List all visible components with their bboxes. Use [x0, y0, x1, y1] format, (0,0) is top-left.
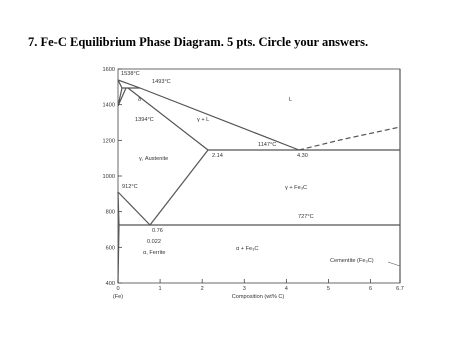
diagram-label: 1147°C	[258, 142, 276, 148]
y-tick-label: 1600	[103, 67, 115, 73]
x-tick-label: 5	[327, 286, 330, 292]
y-tick-label: 1000	[103, 174, 115, 180]
diagram-label: Cementite (Fe₃C)	[330, 258, 374, 264]
diagram-label: 0.022	[147, 239, 161, 245]
phase-diagram	[117, 68, 401, 284]
diagram-label: L	[289, 97, 292, 103]
x-tick-label: 6.7	[396, 286, 404, 292]
x-tick-label: 0	[116, 286, 119, 292]
liquidus	[117, 79, 300, 151]
liquidus-dashed	[298, 126, 401, 151]
question: 7. Fe-C Equilibrium Phase Diagram. 5 pts…	[28, 35, 368, 49]
y-tick-label: 800	[106, 210, 115, 216]
diagram-label: 1394°C	[135, 117, 154, 123]
diagram-label: δ	[138, 97, 141, 103]
diagram-label: 2.14	[212, 153, 223, 159]
diagram-label: 1538°C	[121, 71, 140, 77]
diagram-label: γ + Fe₃C	[285, 185, 307, 191]
delta-boundary	[117, 87, 127, 107]
diagram-label: α, Ferrite	[143, 250, 166, 256]
diagram-label: γ + L	[197, 117, 209, 123]
acm-line	[149, 149, 209, 226]
x-tick-label: 6	[369, 286, 372, 292]
y-tick-label: 600	[106, 245, 115, 251]
x-tick-label: 3	[243, 286, 246, 292]
diagram-label: 912°C	[122, 184, 138, 190]
x-tick-label: 2	[201, 286, 204, 292]
x-axis-label: Composition (wt% C)	[232, 294, 285, 300]
diagram-label: 0.76	[152, 228, 163, 234]
diagram-label: γ, Austenite	[139, 156, 168, 162]
y-tick-label: 1400	[103, 103, 115, 109]
x-tick-label: 1	[159, 286, 162, 292]
diagram-label: 4.30	[297, 153, 308, 159]
a3-line	[117, 191, 151, 226]
diagram-label: 727°C	[298, 214, 314, 220]
y-tick-label: 400	[106, 281, 115, 287]
x-origin-label: (Fe)	[113, 294, 123, 300]
diagram-label: 1493°C	[152, 79, 171, 85]
x-tick-label: 4	[285, 286, 288, 292]
y-tick-label: 1200	[103, 138, 115, 144]
solidus	[127, 87, 209, 151]
diagram-label: α + Fe₃C	[236, 246, 258, 252]
pointer	[387, 261, 401, 267]
